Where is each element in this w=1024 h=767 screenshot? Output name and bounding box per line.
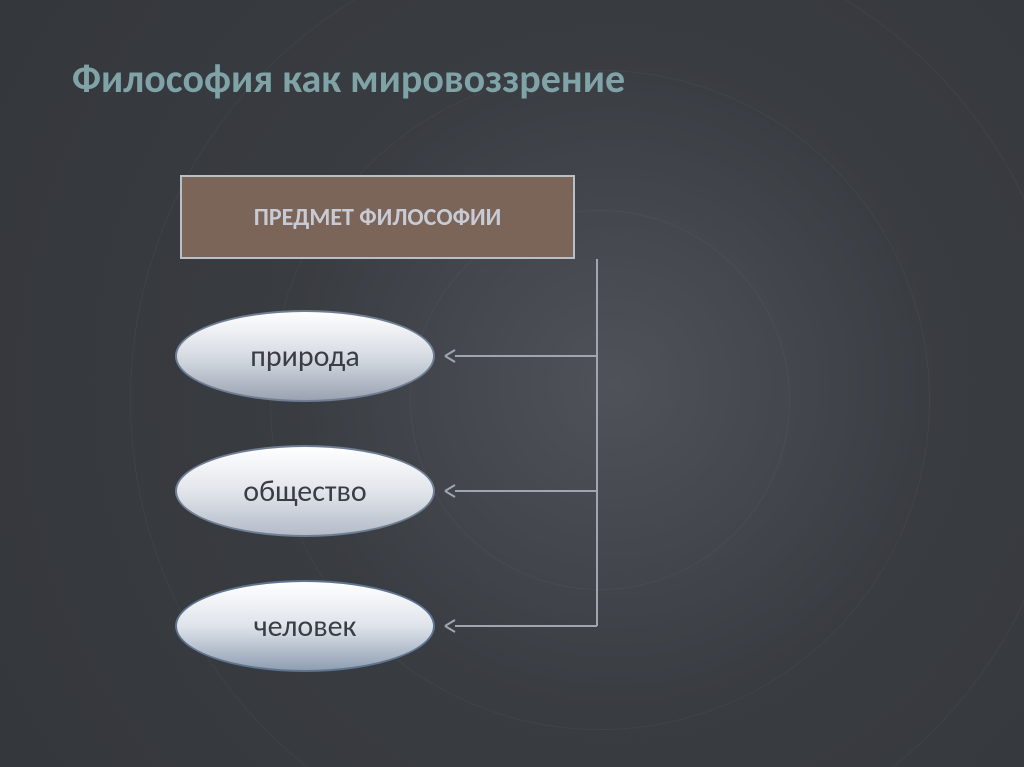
ellipse-human: человек [175, 580, 435, 672]
slide-canvas: Философия как мировоззрение ПРЕДМЕТ ФИЛО… [0, 0, 1024, 767]
root-subject-label: ПРЕДМЕТ ФИЛОСОФИИ [254, 203, 501, 232]
ellipse-society-label: общество [243, 473, 366, 510]
ellipse-nature: природа [175, 310, 435, 402]
root-subject-box: ПРЕДМЕТ ФИЛОСОФИИ [180, 175, 575, 259]
ellipse-human-label: человек [254, 608, 357, 645]
ellipse-society: общество [175, 445, 435, 537]
ellipse-nature-label: природа [250, 338, 359, 375]
connector-lines [0, 0, 1024, 767]
bg-ring-1 [410, 210, 790, 590]
slide-title: Философия как мировоззрение [72, 54, 625, 103]
